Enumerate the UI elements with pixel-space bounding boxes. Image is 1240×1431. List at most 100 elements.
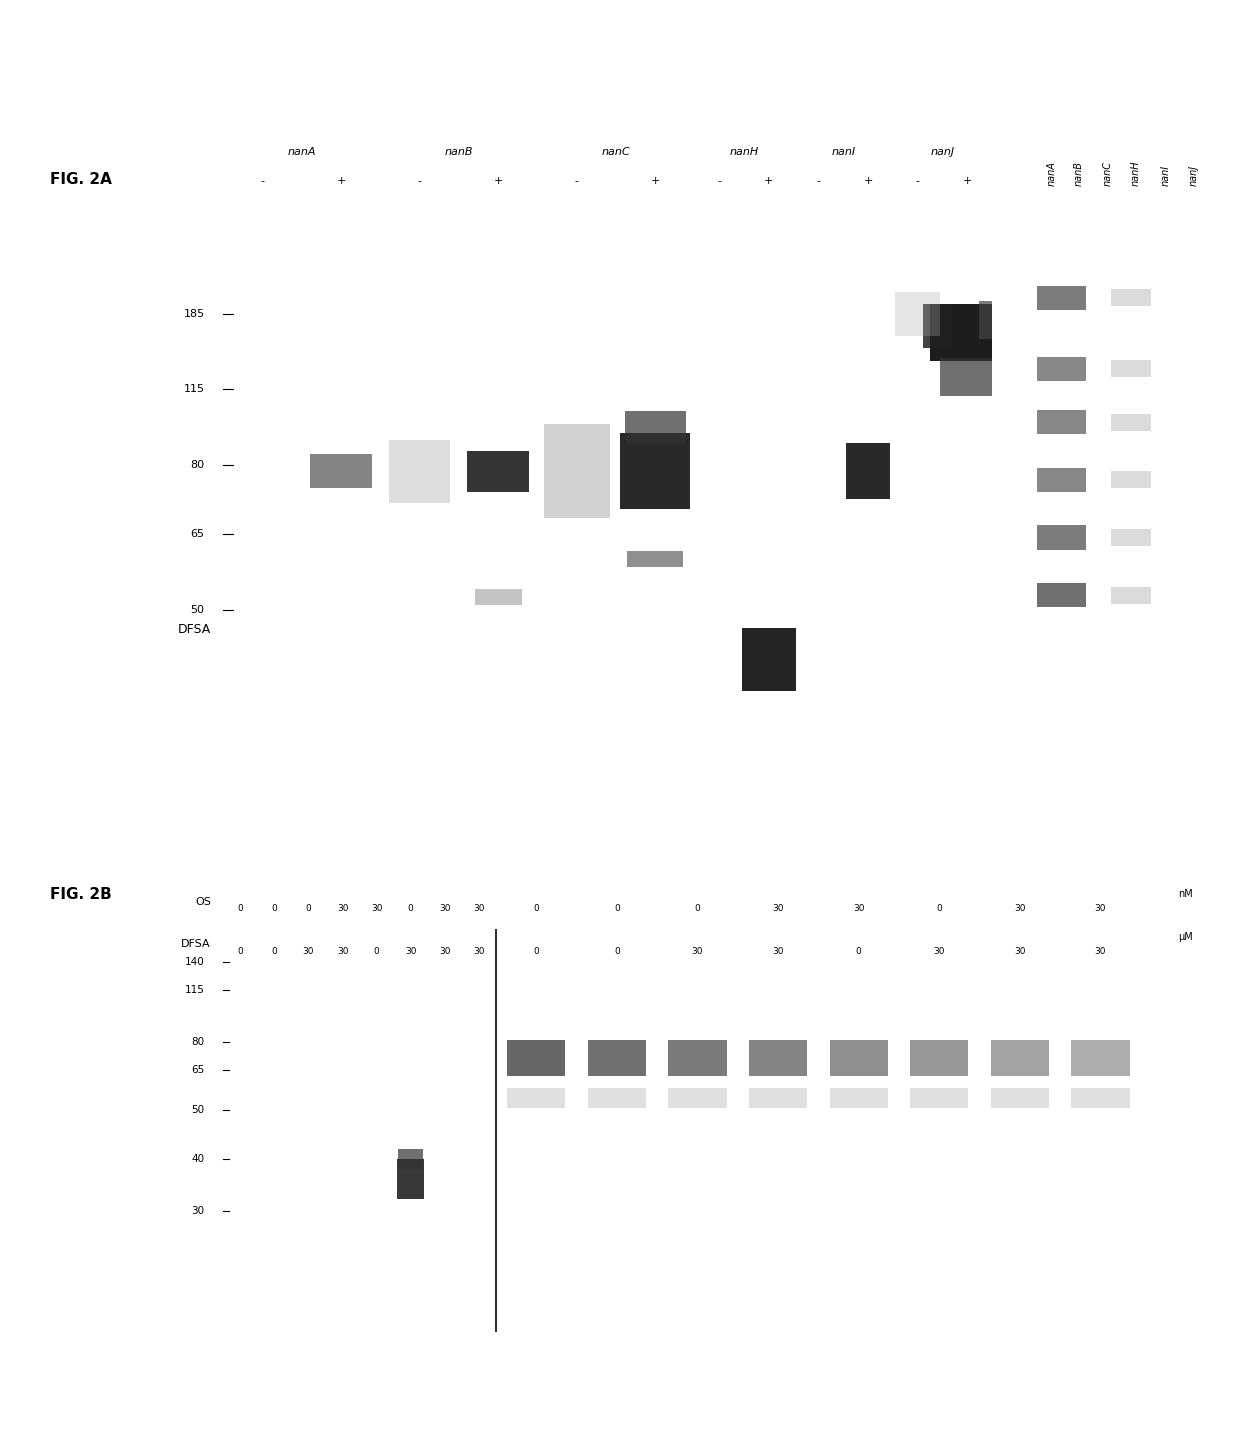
Text: FIG. 2B: FIG. 2B [50, 887, 112, 902]
Text: 0: 0 [614, 947, 620, 956]
Text: nanI: nanI [831, 147, 856, 157]
Text: +: + [863, 176, 873, 186]
Bar [398, 1149, 423, 1169]
Bar [1037, 409, 1086, 435]
Text: 30: 30 [439, 947, 450, 956]
Bar [620, 434, 691, 509]
Text: nanJ: nanJ [1189, 165, 1199, 186]
Text: -: - [418, 176, 422, 186]
Text: -: - [260, 176, 264, 186]
Text: -: - [574, 176, 579, 186]
Bar [627, 551, 683, 567]
Text: nanJ: nanJ [930, 147, 955, 157]
Bar [1111, 414, 1151, 431]
Text: 0: 0 [694, 904, 701, 913]
Text: +: + [651, 176, 660, 186]
Text: nanH: nanH [729, 147, 759, 157]
Bar [980, 301, 1003, 339]
Bar [1111, 289, 1151, 306]
Text: 115: 115 [185, 986, 205, 995]
Bar [507, 1040, 565, 1076]
Text: 65: 65 [191, 529, 205, 539]
Text: 0: 0 [237, 947, 243, 956]
Bar [668, 1089, 727, 1109]
Text: -: - [816, 176, 821, 186]
Text: nanC: nanC [1102, 162, 1112, 186]
Bar [749, 1089, 807, 1109]
Text: 30: 30 [474, 904, 485, 913]
Text: 30: 30 [1014, 947, 1025, 956]
Text: -: - [717, 176, 722, 186]
Bar [389, 439, 450, 502]
Text: DFSA: DFSA [177, 622, 211, 637]
Text: 30: 30 [439, 904, 450, 913]
Bar [1037, 286, 1086, 311]
Text: 115: 115 [184, 385, 205, 394]
Text: 30: 30 [692, 947, 703, 956]
Bar [991, 1089, 1049, 1109]
Text: 80: 80 [191, 1037, 205, 1047]
Bar [742, 628, 796, 691]
Bar [1037, 582, 1086, 607]
Bar [991, 1040, 1049, 1076]
Bar [467, 451, 528, 492]
Bar [910, 1089, 968, 1109]
Text: 0: 0 [373, 947, 379, 956]
Text: 140: 140 [185, 957, 205, 967]
Text: 30: 30 [853, 904, 864, 913]
Text: 0: 0 [408, 904, 414, 913]
Bar [1037, 525, 1086, 550]
Bar [1111, 529, 1151, 547]
Text: 50: 50 [191, 1106, 205, 1115]
Text: 0: 0 [533, 904, 539, 913]
Text: 185: 185 [184, 309, 205, 319]
Text: 0: 0 [237, 904, 243, 913]
Bar [1111, 471, 1151, 488]
Text: +: + [962, 176, 972, 186]
Bar [1111, 361, 1151, 378]
Text: 30: 30 [1095, 904, 1106, 913]
Text: 0: 0 [272, 947, 278, 956]
Bar [1071, 1089, 1130, 1109]
Text: -: - [915, 176, 920, 186]
Text: 0: 0 [936, 904, 942, 913]
Bar [846, 442, 890, 499]
Text: DFSA: DFSA [181, 940, 211, 949]
Text: 30: 30 [474, 947, 485, 956]
Bar [507, 1089, 565, 1109]
Bar [930, 305, 1004, 361]
Text: 50: 50 [191, 605, 205, 614]
Bar [1037, 468, 1086, 492]
Bar [895, 292, 940, 336]
Text: 30: 30 [934, 947, 945, 956]
Text: nM: nM [1178, 890, 1193, 899]
Text: +: + [764, 176, 774, 186]
Bar [910, 1040, 968, 1076]
Bar [940, 358, 994, 395]
Bar [543, 424, 610, 518]
Text: nanB: nanB [1074, 162, 1084, 186]
Text: nanH: nanH [1131, 160, 1141, 186]
Text: 80: 80 [191, 459, 205, 469]
Text: FIG. 2A: FIG. 2A [50, 172, 112, 186]
Bar [625, 411, 686, 442]
Text: 30: 30 [1014, 904, 1025, 913]
Bar [749, 1040, 807, 1076]
Text: μM: μM [1178, 933, 1193, 942]
Text: nanA: nanA [288, 147, 316, 157]
Bar [475, 590, 522, 605]
Text: nanA: nanA [1047, 162, 1056, 186]
Text: 30: 30 [191, 1206, 205, 1215]
Text: 30: 30 [405, 947, 417, 956]
Bar [668, 1040, 727, 1076]
Bar [830, 1040, 888, 1076]
Text: OS: OS [195, 897, 211, 906]
Text: 30: 30 [337, 947, 348, 956]
Bar [1037, 356, 1086, 381]
Bar [588, 1089, 646, 1109]
Bar [1111, 587, 1151, 604]
Bar [830, 1089, 888, 1109]
Bar [923, 305, 952, 348]
Bar [1071, 1040, 1130, 1076]
Bar [588, 1040, 646, 1076]
